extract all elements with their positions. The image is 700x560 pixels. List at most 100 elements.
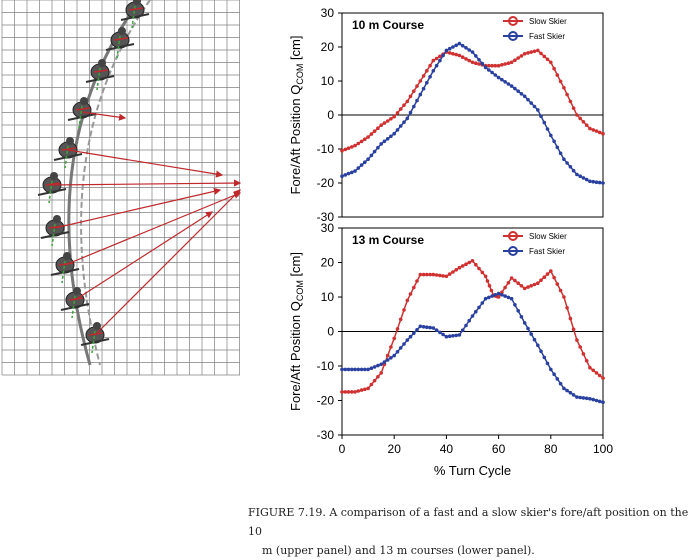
data-point bbox=[568, 165, 573, 169]
data-point bbox=[376, 375, 380, 379]
data-point bbox=[395, 327, 400, 331]
skier-figures bbox=[37, 0, 150, 354]
green-vector bbox=[116, 35, 121, 59]
data-point bbox=[506, 61, 511, 65]
data-point bbox=[395, 111, 400, 115]
data-point bbox=[496, 75, 501, 80]
data-point bbox=[454, 52, 458, 57]
data-point bbox=[398, 317, 403, 322]
data-point bbox=[376, 363, 380, 368]
data-point bbox=[584, 359, 589, 363]
data-point bbox=[421, 325, 426, 329]
chart-title: 13 m Course bbox=[352, 233, 424, 247]
data-point bbox=[597, 180, 602, 185]
skier-sequence-illustration bbox=[1, 0, 242, 376]
data-point bbox=[601, 131, 605, 136]
green-vector bbox=[51, 223, 56, 247]
data-point bbox=[438, 273, 442, 278]
data-point bbox=[467, 318, 471, 323]
data-point bbox=[346, 146, 351, 150]
data-point bbox=[350, 145, 354, 149]
figure-caption: FIGURE 7.19. A comparison of a fast and … bbox=[248, 503, 698, 560]
data-point bbox=[372, 149, 377, 154]
data-point bbox=[549, 60, 553, 65]
data-point bbox=[509, 276, 514, 280]
data-point bbox=[532, 104, 537, 109]
data-point bbox=[529, 332, 533, 336]
data-point bbox=[451, 52, 455, 56]
data-point bbox=[506, 281, 511, 285]
data-point bbox=[581, 352, 586, 356]
data-point bbox=[350, 170, 354, 175]
data-point bbox=[460, 55, 465, 59]
data-point bbox=[522, 321, 527, 325]
data-point bbox=[539, 114, 543, 119]
data-point bbox=[395, 350, 400, 354]
data-point bbox=[496, 63, 501, 68]
x-tick-label: 80 bbox=[544, 442, 558, 456]
data-point bbox=[402, 103, 406, 107]
data-point bbox=[408, 94, 413, 99]
data-point bbox=[356, 166, 361, 170]
data-point bbox=[542, 120, 547, 125]
data-point bbox=[470, 60, 475, 65]
data-point bbox=[539, 51, 543, 56]
force-arrow bbox=[67, 149, 224, 178]
data-point bbox=[558, 79, 563, 84]
data-point bbox=[575, 113, 579, 117]
data-point bbox=[575, 338, 579, 342]
data-point bbox=[353, 390, 357, 394]
data-point bbox=[428, 272, 432, 277]
data-point bbox=[581, 120, 586, 124]
data-point bbox=[542, 355, 547, 360]
data-point bbox=[379, 371, 383, 375]
data-point bbox=[464, 57, 468, 61]
data-point bbox=[425, 272, 429, 277]
data-point bbox=[464, 262, 468, 267]
data-point bbox=[522, 286, 527, 291]
data-point bbox=[457, 41, 462, 46]
charts-area: -30 -20 -10 0 10 20 30 Fore/Aft Position QCOM [… bbox=[288, 6, 613, 478]
data-point bbox=[415, 98, 419, 103]
data-point bbox=[408, 110, 413, 115]
data-point bbox=[356, 141, 361, 146]
data-point bbox=[412, 104, 416, 109]
data-point bbox=[340, 390, 344, 394]
data-point bbox=[454, 43, 458, 48]
data-point bbox=[536, 48, 540, 53]
data-point bbox=[441, 53, 445, 58]
data-point bbox=[431, 58, 436, 63]
legend-marker bbox=[508, 246, 518, 256]
data-point bbox=[496, 295, 501, 299]
data-point bbox=[408, 292, 413, 296]
data-point bbox=[480, 61, 485, 66]
data-point bbox=[532, 337, 537, 342]
data-point bbox=[578, 116, 582, 121]
green-vector bbox=[91, 330, 96, 354]
data-point bbox=[346, 367, 351, 372]
data-point bbox=[343, 173, 348, 177]
data-point bbox=[503, 80, 507, 84]
data-point bbox=[343, 147, 348, 152]
data-point bbox=[359, 367, 364, 372]
data-point bbox=[519, 54, 524, 58]
data-point bbox=[470, 50, 475, 54]
data-point bbox=[591, 179, 595, 184]
y-tick-label: 0 bbox=[327, 325, 334, 339]
force-arrow bbox=[54, 187, 222, 229]
data-point bbox=[571, 168, 576, 173]
data-point bbox=[398, 124, 403, 128]
x-tick-label: 40 bbox=[440, 442, 454, 456]
data-point bbox=[470, 314, 475, 318]
data-point bbox=[372, 365, 377, 369]
data-point bbox=[529, 284, 533, 288]
data-point bbox=[447, 334, 452, 339]
x-axis-label: % Turn Cycle bbox=[434, 463, 511, 478]
data-point bbox=[549, 269, 553, 273]
data-point bbox=[431, 326, 436, 330]
data-point bbox=[444, 48, 449, 53]
data-point bbox=[597, 399, 602, 404]
data-point bbox=[539, 278, 543, 283]
data-point bbox=[366, 135, 370, 139]
data-point bbox=[376, 145, 380, 150]
